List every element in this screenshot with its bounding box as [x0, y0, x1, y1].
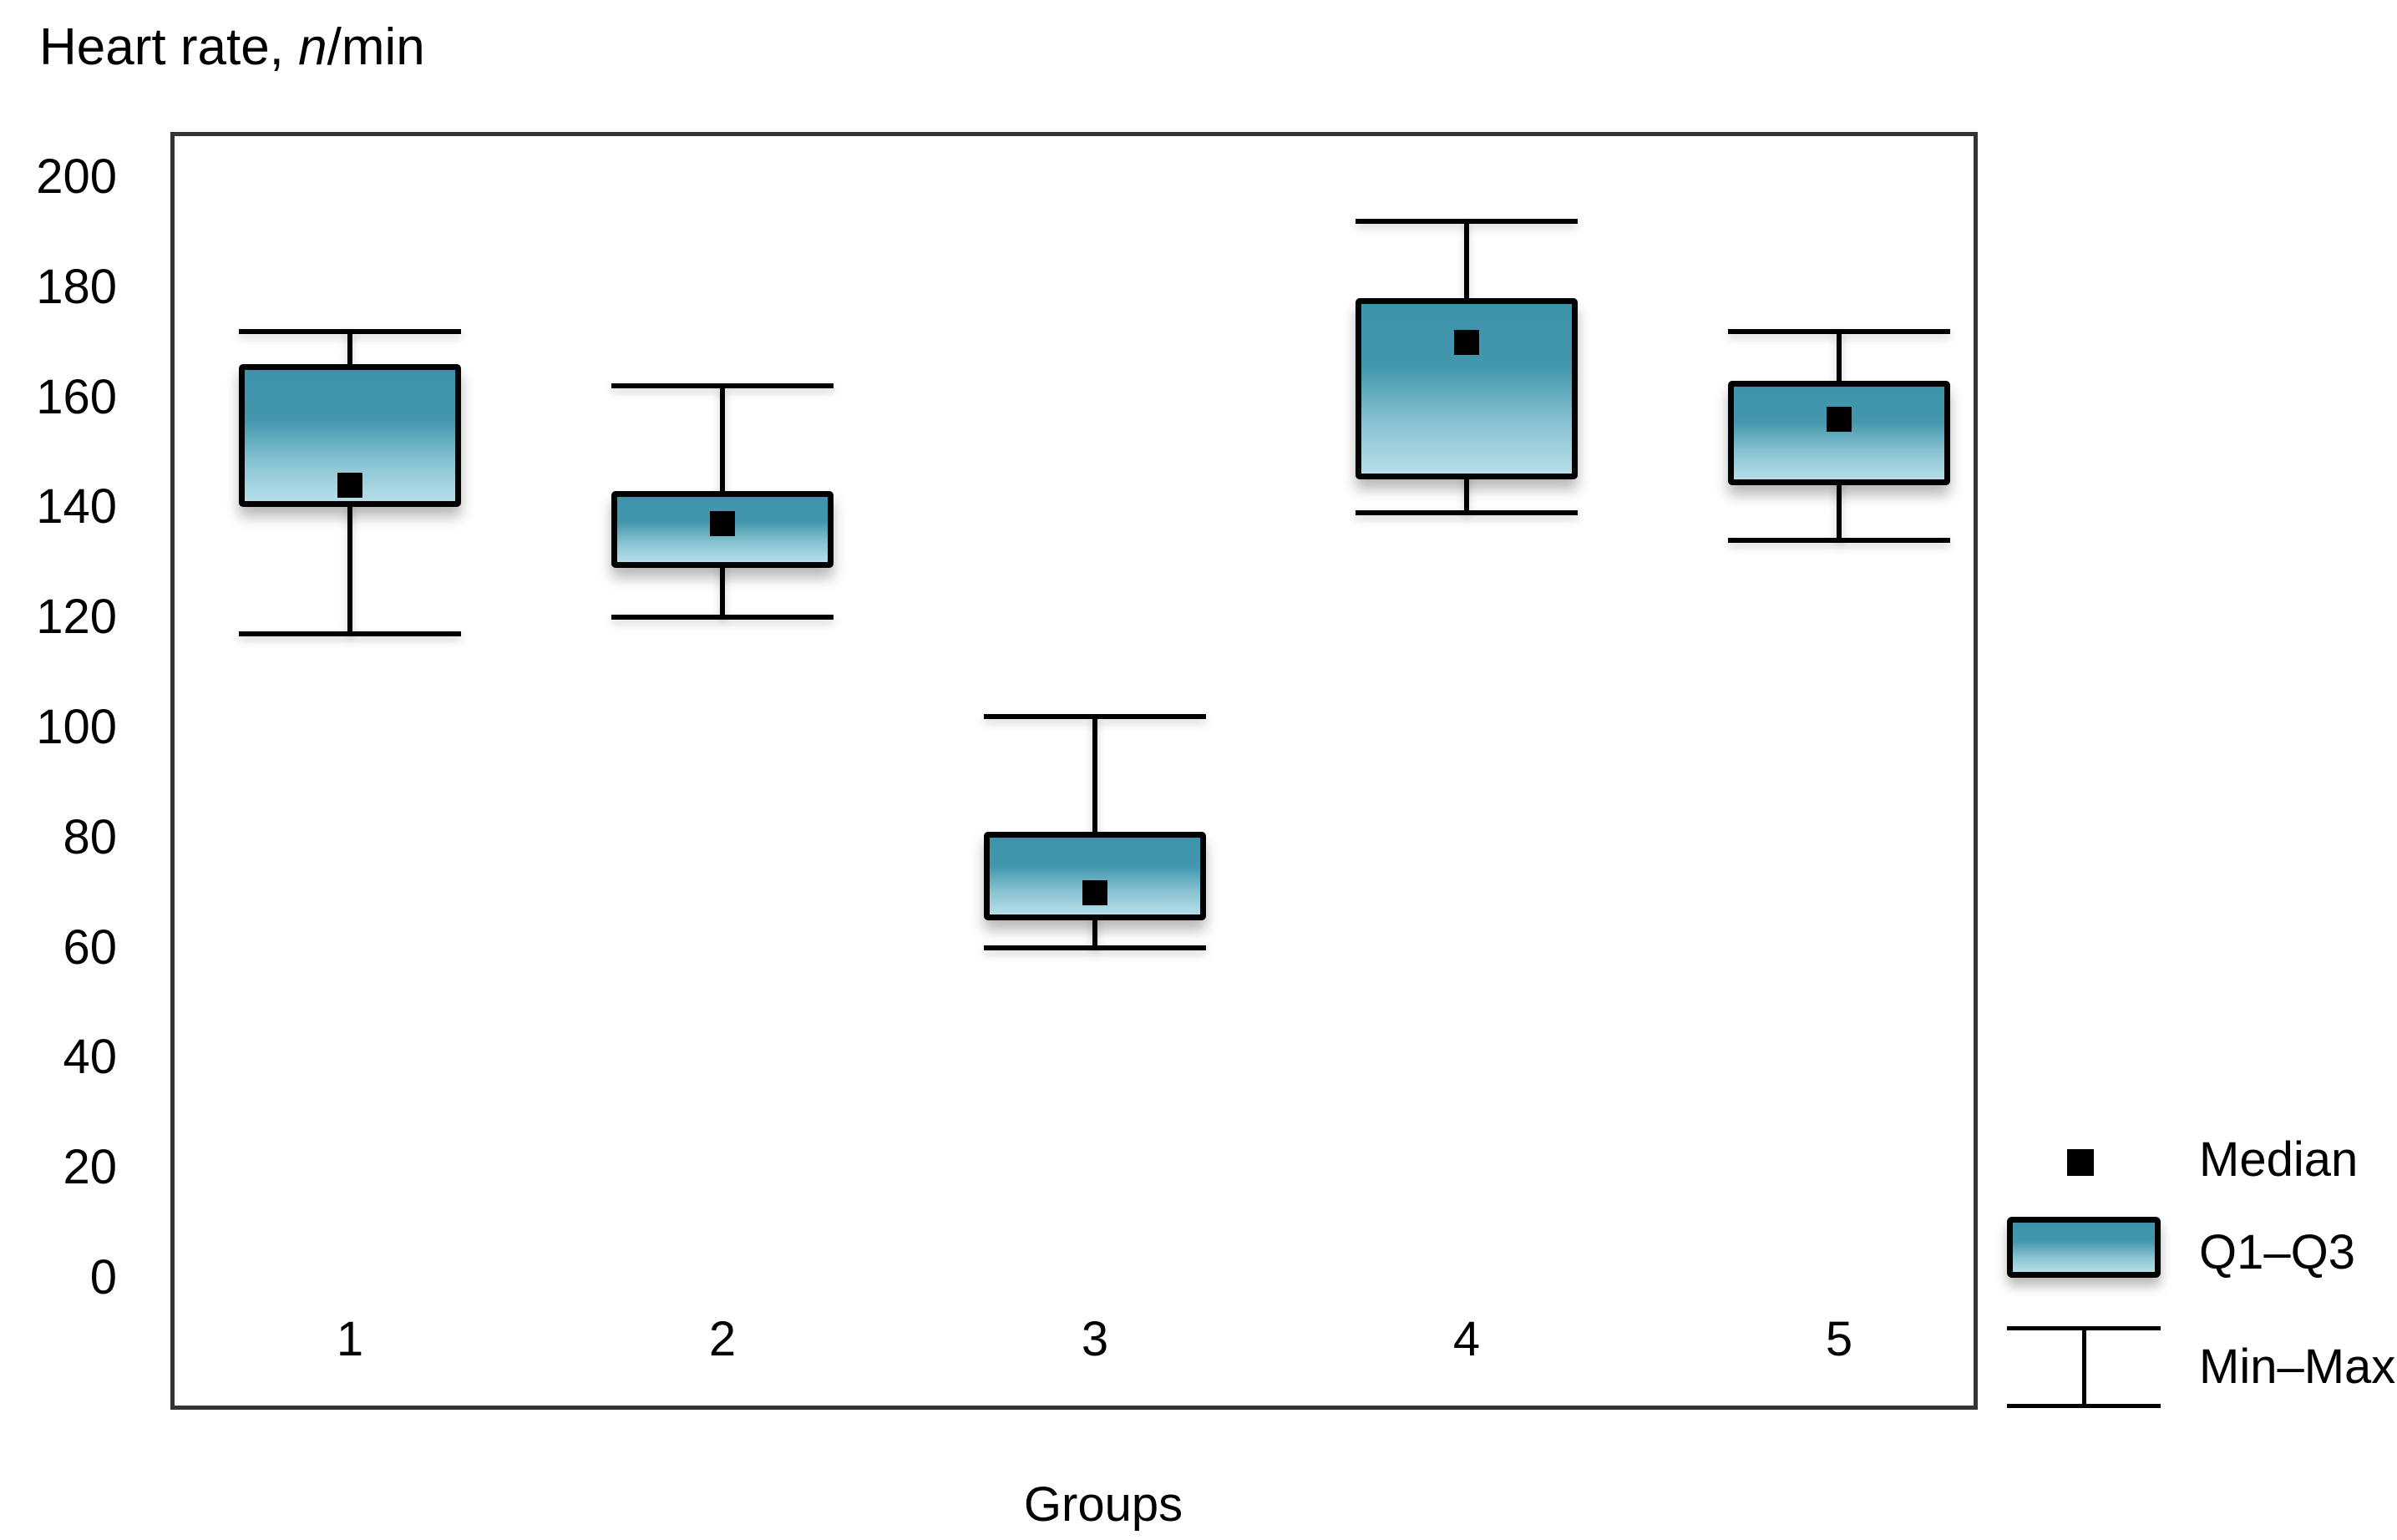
group-1-min-cap	[239, 631, 461, 636]
group-2-max-cap	[611, 383, 834, 389]
plot-area	[170, 132, 1978, 1410]
legend-q1q3-swatch-icon	[2007, 1217, 2161, 1278]
group-5-median-marker	[1827, 406, 1852, 432]
x-tick-label-3: 3	[1081, 1312, 1109, 1366]
x-tick-label-5: 5	[1825, 1312, 1853, 1366]
y-tick-label-140: 140	[36, 479, 117, 534]
x-tick-label-4: 4	[1452, 1312, 1481, 1366]
legend-label-median: Median	[2199, 1132, 2359, 1187]
chart-title-italic-n: n	[298, 18, 327, 76]
x-tick-label-2: 2	[708, 1312, 737, 1366]
chart-title-suffix: /min	[327, 18, 425, 76]
y-tick-label-200: 200	[36, 149, 117, 204]
y-tick-label-0: 0	[89, 1250, 117, 1304]
legend-minmax-vline	[2082, 1326, 2086, 1408]
y-tick-label-120: 120	[36, 590, 117, 645]
legend-median-swatch-icon	[2067, 1149, 2094, 1176]
group-3-iqr-box	[984, 832, 1206, 920]
group-5-max-cap	[1728, 328, 1950, 334]
group-3-whisker-line	[1092, 716, 1097, 948]
legend-label-q1q3: Q1–Q3	[2199, 1225, 2355, 1279]
y-tick-label-180: 180	[36, 259, 117, 314]
chart-title: Heart rate, n/min	[39, 18, 425, 77]
group-4-min-cap	[1356, 509, 1578, 515]
group-2-median-marker	[710, 511, 735, 537]
x-tick-label-1: 1	[336, 1312, 364, 1366]
y-tick-label-100: 100	[36, 700, 117, 754]
y-tick-label-160: 160	[36, 369, 117, 424]
group-3-max-cap	[984, 713, 1206, 719]
x-axis-label: Groups	[1023, 1477, 1183, 1532]
y-tick-label-40: 40	[63, 1030, 117, 1085]
group-1-max-cap	[239, 328, 461, 334]
group-5-iqr-box	[1728, 380, 1950, 486]
chart-title-prefix: Heart rate,	[39, 18, 299, 76]
group-5-min-cap	[1728, 537, 1950, 543]
group-4-iqr-box	[1356, 297, 1578, 480]
y-tick-label-60: 60	[63, 919, 117, 975]
group-3-min-cap	[984, 945, 1206, 950]
y-tick-label-80: 80	[63, 809, 117, 864]
y-tick-label-20: 20	[63, 1140, 117, 1195]
group-4-median-marker	[1454, 329, 1479, 355]
group-1-median-marker	[337, 473, 362, 499]
group-4-max-cap	[1356, 218, 1578, 224]
legend-minmax-bottom-cap	[2007, 1404, 2161, 1408]
group-2-min-cap	[611, 615, 834, 621]
legend-label-minmax: Min–Max	[2199, 1340, 2396, 1394]
group-3-median-marker	[1082, 879, 1107, 905]
